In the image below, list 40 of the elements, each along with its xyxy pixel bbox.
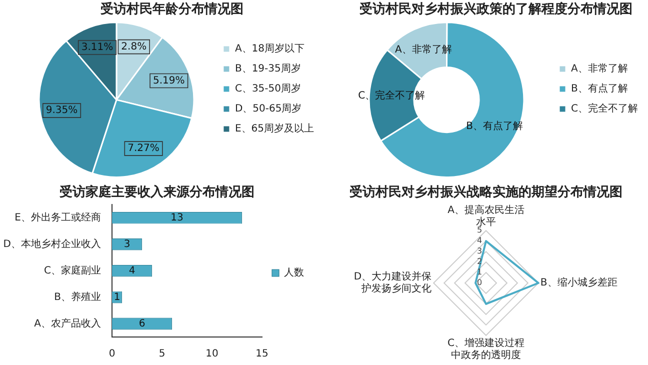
legend-label: B、有点了解 — [571, 82, 628, 95]
x-tick-label: 10 — [206, 348, 218, 360]
slice-label: A、非常了解 — [395, 43, 452, 56]
legend-label: A、18周岁以下 — [234, 42, 305, 55]
data-label: 3.11% — [81, 42, 114, 54]
data-label: 5.19% — [153, 75, 185, 86]
y-tick-label: B、养殖业 — [54, 290, 101, 303]
data-label: 2.8% — [121, 41, 147, 52]
legend-label: C、35-50周岁 — [234, 82, 302, 95]
y-tick-label: D、本地乡村企业收入 — [3, 238, 101, 250]
y-tick-label: C、家庭副业 — [44, 264, 101, 276]
y-tick-label: E、外出务工或经商 — [14, 211, 101, 224]
y-tick-label: A、农产品收入 — [34, 317, 101, 330]
data-label: 9.35% — [46, 105, 78, 116]
y-tick-label: 4 — [477, 236, 482, 246]
legend-label: B、19-35周岁 — [234, 62, 301, 75]
legend-label: 人数 — [284, 268, 304, 279]
data-label: 4 — [128, 265, 136, 276]
legend-label: A、非常了解 — [571, 62, 628, 75]
chart-title: 受访村民对乡村振兴战略实施的期望分布情况图 — [348, 184, 622, 200]
spoke-label: D、大力建设并保护发扬乡间文化 — [354, 270, 432, 295]
y-tick-label: 5 — [477, 226, 482, 235]
chart-title: 受访村民年龄分布情况图 — [100, 1, 244, 18]
data-label: 13 — [170, 212, 184, 224]
legend-label: C、完全不了解 — [571, 102, 638, 115]
data-label: 6 — [138, 318, 146, 330]
legend-label: D、50-65周岁 — [234, 102, 302, 115]
x-tick-label: 5 — [158, 348, 166, 360]
chart-title: 受访村民对乡村振兴政策的了解程度分布情况图 — [358, 1, 632, 18]
chart-title: 受访家庭主要收入来源分布情况图 — [58, 184, 254, 200]
data-label: 1 — [114, 292, 120, 303]
data-label: 3 — [124, 238, 130, 250]
x-tick-label: 15 — [256, 348, 268, 360]
x-tick-label: 0 — [108, 348, 116, 360]
spoke-label: B、缩小城乡差距 — [540, 276, 618, 289]
y-tick-label: 3 — [477, 246, 482, 256]
spoke-label: C、增强建设过程中政务的透明度 — [448, 336, 524, 361]
data-label: 7.27% — [128, 143, 160, 154]
legend-label: E、65周岁及以上 — [234, 122, 314, 135]
y-tick-label: 0 — [477, 278, 482, 288]
